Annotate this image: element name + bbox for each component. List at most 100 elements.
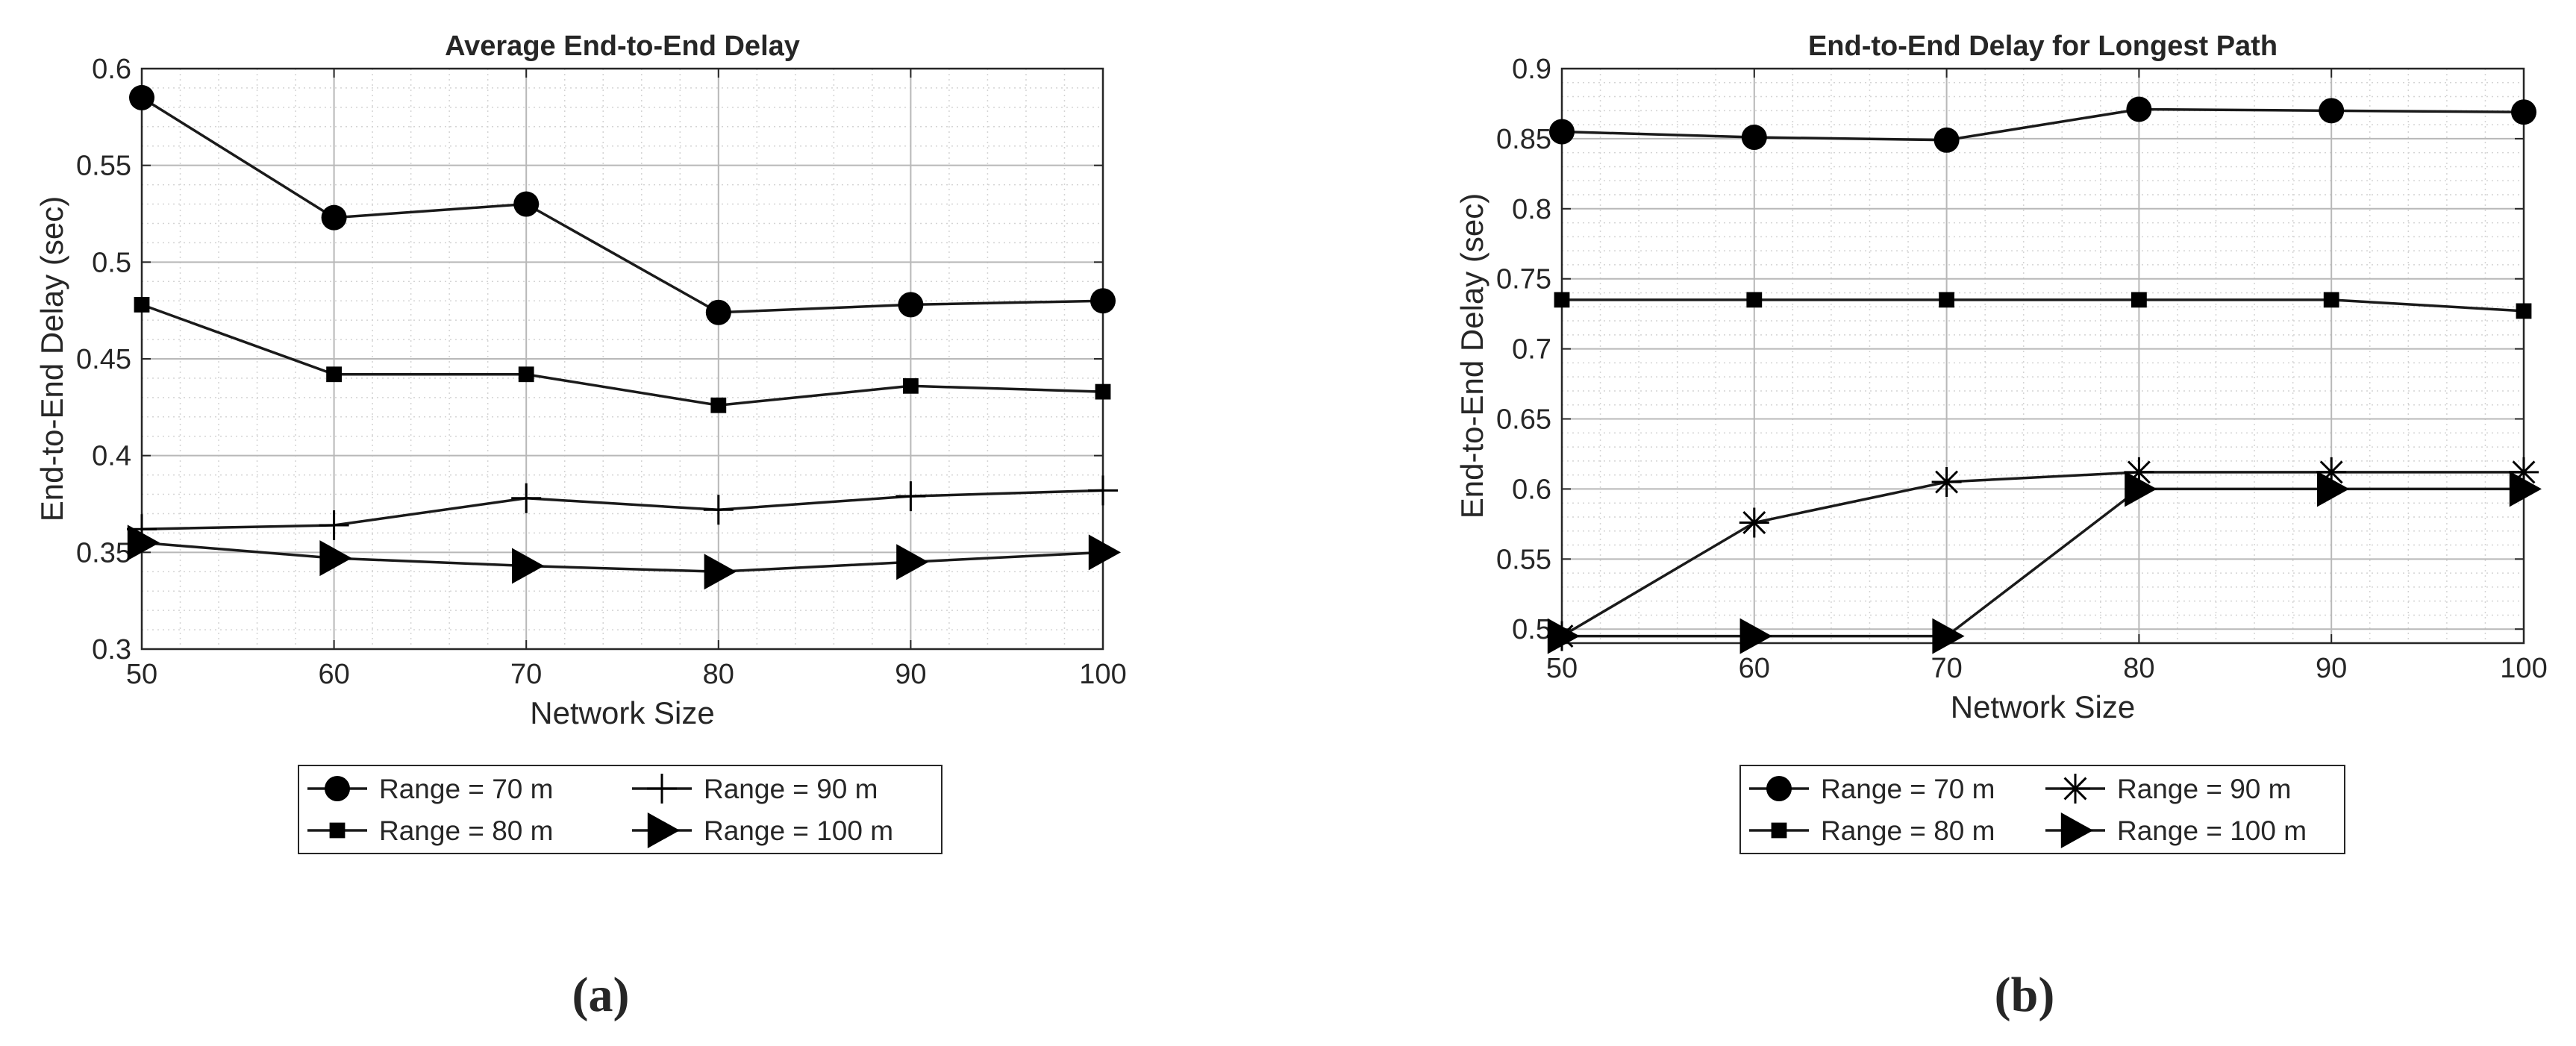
legend-label: Range = 80 m [1821, 815, 1995, 846]
legend-label: Range = 70 m [1821, 774, 1995, 804]
y-tick-label: 0.3 [92, 634, 131, 666]
y-tick-label: 0.6 [1512, 474, 1551, 505]
y-tick-label: 0.65 [1496, 404, 1551, 436]
data-point [1090, 288, 1116, 314]
legend-item: Range = 80 m [307, 815, 553, 846]
data-point [512, 548, 545, 584]
series-line [141, 541, 1104, 574]
series-triangle-right [127, 524, 1121, 590]
chart-title: Average End-to-End Delay [445, 31, 800, 62]
data-point [1931, 467, 1962, 498]
series-circle [129, 84, 1116, 325]
x-tick-label: 50 [126, 659, 157, 690]
legend-label: Range = 100 m [2117, 815, 2307, 846]
chart-panel-a: 50 60 70 80 90 100 0.3 0.35 0.4 0.45 0.5 0.55 0.6 Ave… [34, 31, 1127, 1022]
panel-caption: (b) [1995, 968, 2055, 1022]
data-point [1549, 119, 1575, 145]
series-line [1562, 487, 2524, 638]
x-axis-label: Network Size [530, 695, 714, 730]
data-point [2323, 292, 2339, 308]
y-tick-label: 0.9 [1512, 54, 1551, 85]
plot-area [1562, 69, 2524, 643]
data-point [898, 292, 924, 318]
data-point [1095, 383, 1111, 400]
x-tick-label: 80 [703, 659, 734, 690]
x-tick-label: 90 [2316, 653, 2347, 684]
data-point [511, 483, 542, 513]
x-tick-label: 80 [2123, 653, 2154, 684]
legend-marker [1771, 822, 1787, 839]
data-point [2509, 457, 2539, 487]
data-point [1932, 618, 1965, 654]
y-tick-label: 0.55 [76, 151, 131, 182]
y-tick-label: 0.6 [92, 54, 131, 85]
x-tick-label: 60 [1739, 653, 1770, 684]
legend-label: Range = 100 m [704, 815, 893, 846]
chart-panel-b: 50 60 70 80 90 100 0.5 0.55 0.6 0.65 0.7 0.75 0.8 0.8… [1454, 31, 2548, 1022]
data-point [127, 524, 160, 561]
series-triangle-right [1547, 471, 2542, 654]
y-tick-label: 0.75 [1496, 264, 1551, 295]
data-point [2125, 471, 2157, 507]
data-point [1739, 507, 1769, 538]
x-tick-label: 100 [2500, 653, 2547, 684]
legend-marker [2060, 812, 2093, 848]
data-point [1933, 127, 1960, 153]
data-point [903, 378, 919, 394]
y-tick-label: 0.85 [1496, 124, 1551, 155]
x-tick-label: 70 [510, 659, 542, 690]
data-point [1554, 292, 1570, 308]
data-point [703, 495, 734, 525]
y-tick-label: 0.5 [92, 247, 131, 278]
data-point [319, 540, 352, 577]
legend: Range = 70 m Range = 90 m Range = 80 m Rang… [1739, 765, 2345, 854]
series-line [1561, 107, 2525, 142]
data-point [2316, 457, 2347, 487]
series-line [141, 303, 1104, 407]
y-tick-label: 0.5 [1512, 614, 1551, 645]
y-axis-label: End-to-End Delay (sec) [34, 196, 69, 522]
legend-marker [325, 776, 350, 801]
data-point [2124, 457, 2154, 487]
y-axis-label: End-to-End Delay (sec) [1454, 193, 1489, 519]
data-point [2516, 303, 2532, 319]
series-line [1561, 471, 2524, 638]
data-point [1746, 292, 1763, 308]
series-line [1562, 298, 2525, 313]
data-point [513, 191, 540, 217]
legend-box [1739, 765, 2345, 854]
legend-item: Range = 70 m [307, 774, 553, 804]
x-tick-label: 50 [1546, 653, 1578, 684]
data-point [1088, 475, 1118, 506]
chart-title: End-to-End Delay for Longest Path [1808, 31, 2278, 62]
data-point [1547, 618, 1580, 654]
x-tick-label: 60 [318, 659, 349, 690]
data-point [129, 84, 154, 110]
legend-marker [647, 812, 680, 848]
data-point [705, 299, 731, 325]
legend-marker [647, 774, 677, 804]
data-point [2509, 471, 2542, 507]
legend-item: Range = 90 m [2045, 774, 2291, 804]
series-line [141, 489, 1104, 530]
legend-marker [2060, 774, 2090, 804]
data-point [1739, 618, 1772, 654]
data-point [1088, 534, 1121, 571]
legend-label: Range = 90 m [704, 774, 878, 804]
series-line [141, 96, 1104, 314]
legend-item: Range = 80 m [1749, 815, 1995, 846]
x-tick-label: 100 [1079, 659, 1126, 690]
data-point [321, 204, 347, 231]
data-point [2511, 99, 2536, 125]
y-tick-label: 0.4 [92, 441, 131, 472]
series-square [1554, 292, 2532, 319]
legend-item: Range = 70 m [1749, 774, 1995, 804]
series-square [134, 296, 1111, 413]
legend: Range = 70 m Range = 90 m Range = 80 m Rang… [298, 765, 942, 854]
panel-caption: (a) [572, 968, 630, 1022]
series-circle [1549, 96, 2536, 153]
y-tick-label: 0.45 [76, 344, 131, 375]
data-point [1939, 292, 1954, 308]
y-tick-label: 0.35 [76, 537, 131, 569]
data-point [134, 296, 150, 313]
